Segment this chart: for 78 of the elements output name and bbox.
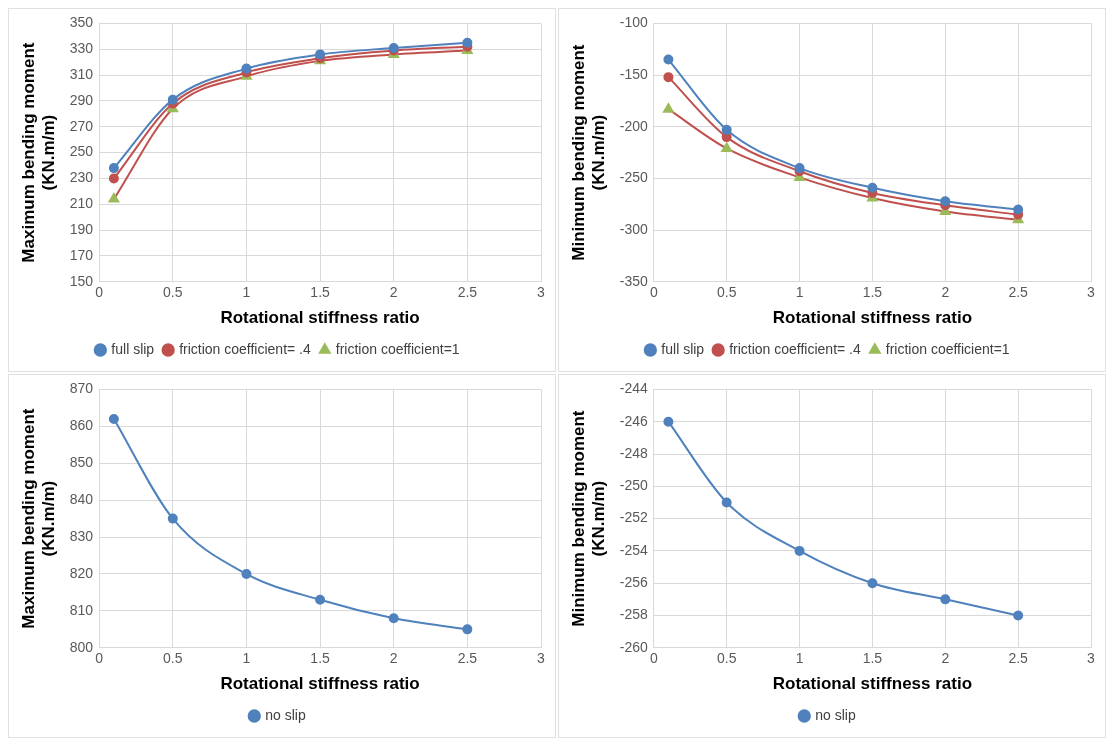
x-tick-label: 2.5: [1008, 650, 1029, 667]
y-tick-label: 290: [69, 91, 94, 108]
y-tick-label: -250: [619, 169, 649, 186]
y-tick-label: 810: [69, 601, 94, 618]
y-tick-label: -244: [619, 380, 649, 397]
y-tick-label: -150: [619, 65, 649, 82]
x-tick-label: 2: [389, 284, 398, 301]
x-tick-label: 3: [537, 650, 546, 667]
x-tick-label: 2.5: [1008, 284, 1029, 301]
x-tick-label: 1: [242, 650, 251, 667]
x-tick-label: 3: [537, 284, 546, 301]
y-axis-title: Minimum bending moment (KN.m/m): [568, 44, 609, 261]
x-tick-label: 0.5: [163, 284, 183, 301]
y-tick-label: 170: [69, 246, 94, 263]
y-tick-label: -254: [619, 541, 649, 558]
y-tick-label: -248: [619, 444, 649, 461]
y-tick-label: 250: [69, 143, 94, 160]
y-tick-label: 860: [69, 417, 94, 434]
y-axis-title: Maximum bending moment (KN.m/m): [18, 408, 59, 629]
x-tick-label: 3: [1087, 650, 1096, 667]
x-tick-label: 0: [649, 284, 658, 301]
y-tick-label: 800: [69, 638, 94, 655]
y-tick-label: 270: [69, 117, 94, 134]
y-tick-label: 230: [69, 169, 94, 186]
x-tick-label: 1: [795, 650, 804, 667]
x-tick-label: 1.5: [862, 284, 883, 301]
x-tick-label: 3: [1087, 284, 1096, 301]
y-tick-label: 310: [69, 65, 94, 82]
y-tick-label: 830: [69, 527, 94, 544]
legend-label: friction coefficient= .4: [729, 340, 861, 357]
y-tick-label: 190: [69, 220, 94, 237]
x-tick-label: 0.5: [163, 650, 183, 667]
y-tick-label: 330: [69, 40, 94, 57]
x-tick-label: 2.5: [457, 284, 478, 301]
y-tick-label: 210: [69, 195, 94, 212]
y-axis-title: Maximum bending moment (KN.m/m): [18, 42, 59, 263]
x-axis-title: Rotational stiffness ratio: [772, 308, 973, 328]
y-tick-label: 850: [69, 454, 94, 471]
y-tick-label: -252: [619, 509, 649, 526]
y-tick-label: 820: [69, 564, 94, 581]
legend-label: no slip: [815, 706, 856, 723]
x-tick-label: 1.5: [862, 650, 883, 667]
y-tick-label: 840: [69, 491, 94, 507]
y-tick-label: 150: [69, 272, 94, 289]
x-tick-label: 0: [95, 650, 104, 667]
x-tick-label: 1: [242, 284, 251, 301]
x-tick-label: 1.5: [310, 284, 331, 301]
legend-label: friction coefficient=1: [885, 340, 1010, 357]
x-tick-label: 0: [95, 284, 104, 301]
y-tick-label: 870: [69, 380, 94, 397]
x-tick-label: 0: [649, 650, 658, 667]
legend-label: friction coefficient= .4: [179, 340, 311, 357]
legend-label: friction coefficient=1: [335, 340, 460, 357]
y-tick-label: -350: [619, 272, 649, 289]
x-axis-title: Rotational stiffness ratio: [220, 674, 420, 694]
x-axis-title: Rotational stiffness ratio: [220, 308, 420, 328]
x-axis-title: Rotational stiffness ratio: [772, 674, 973, 694]
y-tick-label: 350: [69, 14, 94, 31]
legend-label: full slip: [111, 340, 155, 357]
y-tick-label: -200: [619, 117, 649, 134]
y-axis-title: Minimum bending moment (KN.m/m): [568, 410, 609, 627]
x-tick-label: 0.5: [716, 650, 737, 667]
x-tick-label: 0.5: [716, 284, 737, 301]
x-tick-label: 1.5: [310, 650, 331, 667]
x-tick-label: 2: [941, 650, 950, 667]
y-tick-label: -300: [619, 220, 649, 237]
y-tick-label: -250: [619, 477, 649, 494]
y-tick-label: -256: [619, 574, 649, 591]
legend-label: full slip: [661, 340, 705, 357]
y-tick-label: -246: [619, 412, 649, 429]
x-tick-label: 1: [795, 284, 804, 301]
x-tick-label: 2.5: [457, 650, 478, 667]
x-tick-label: 2: [941, 284, 950, 301]
x-tick-label: 2: [389, 650, 398, 667]
y-tick-label: -100: [619, 14, 649, 31]
legend-label: no slip: [265, 706, 306, 723]
y-tick-label: -260: [619, 638, 649, 655]
y-tick-label: -258: [619, 606, 649, 623]
